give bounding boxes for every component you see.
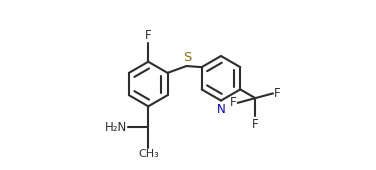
Text: F: F	[274, 87, 281, 100]
Text: F: F	[252, 118, 259, 131]
Text: CH₃: CH₃	[138, 149, 159, 159]
Text: N: N	[217, 103, 225, 115]
Text: F: F	[230, 96, 237, 109]
Text: S: S	[183, 51, 191, 64]
Text: F: F	[145, 29, 152, 42]
Text: H₂N: H₂N	[105, 121, 127, 134]
